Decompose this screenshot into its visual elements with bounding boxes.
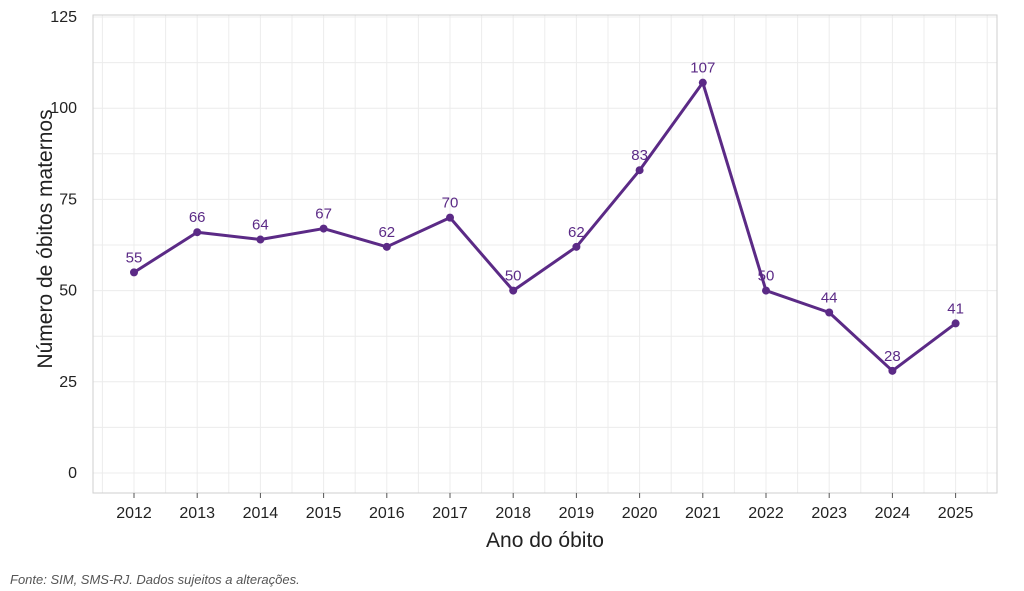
data-label: 50 <box>758 268 775 285</box>
y-tick-label: 0 <box>68 465 77 482</box>
y-tick-label: 125 <box>50 9 77 26</box>
x-tick-label: 2012 <box>116 505 152 522</box>
data-label: 50 <box>505 268 522 285</box>
y-tick-label: 75 <box>59 191 77 208</box>
data-label: 107 <box>690 60 715 77</box>
data-point <box>256 235 265 244</box>
x-tick-label: 2019 <box>559 505 595 522</box>
data-point <box>509 286 518 295</box>
data-label: 41 <box>947 300 964 317</box>
x-tick-label: 2025 <box>938 505 974 522</box>
data-point <box>762 286 770 295</box>
y-tick-label: 50 <box>59 283 77 300</box>
data-point <box>825 308 834 317</box>
data-label: 83 <box>631 147 648 164</box>
data-label: 70 <box>442 195 459 212</box>
data-point <box>951 319 960 328</box>
plot-area <box>92 14 998 494</box>
data-point <box>888 366 897 375</box>
series-line <box>130 78 960 375</box>
x-tick-label: 2017 <box>432 505 468 522</box>
x-tick-label: 2023 <box>811 505 847 522</box>
data-label: 67 <box>315 206 332 223</box>
data-point <box>130 268 138 277</box>
y-tick-label: 100 <box>50 100 77 117</box>
x-tick-label: 2024 <box>875 505 911 522</box>
source-note: Fonte: SIM, SMS-RJ. Dados sujeitos a alt… <box>10 572 300 587</box>
x-tick-label: 2020 <box>622 505 658 522</box>
x-tick-label: 2022 <box>748 505 784 522</box>
axes: 0 25 50 75 100 125 2012 2013 2014 2015 2016 2017 201… <box>50 9 973 522</box>
data-point <box>635 166 644 175</box>
data-label: 64 <box>252 217 269 234</box>
data-label: 28 <box>884 348 901 365</box>
data-point <box>572 242 581 251</box>
y-tick-label: 25 <box>59 374 77 391</box>
data-point <box>446 213 454 222</box>
y-axis-title: Número de óbitos maternos <box>34 109 57 368</box>
data-label: 62 <box>568 224 585 241</box>
data-point <box>382 242 391 251</box>
line-chart: 0 25 50 75 100 125 2012 2013 2014 2015 2016 2017 201… <box>34 9 998 552</box>
x-axis-title: Ano do óbito <box>486 529 604 552</box>
data-point <box>319 224 328 233</box>
grid <box>93 15 997 493</box>
data-label: 62 <box>378 224 395 241</box>
x-tick-label: 2018 <box>495 505 531 522</box>
x-tick-label: 2021 <box>685 505 721 522</box>
x-tick-label: 2016 <box>369 505 405 522</box>
x-tick-label: 2014 <box>243 505 279 522</box>
data-labels: 55 66 64 67 62 70 50 62 83 107 50 44 28 41 <box>126 60 964 365</box>
data-label: 66 <box>189 209 206 226</box>
data-label: 55 <box>126 249 143 266</box>
x-tick-label: 2015 <box>306 505 342 522</box>
data-label: 44 <box>821 289 838 306</box>
data-point <box>698 78 707 87</box>
x-tick-label: 2013 <box>179 505 215 522</box>
data-point <box>193 228 202 237</box>
series-path <box>132 81 958 373</box>
